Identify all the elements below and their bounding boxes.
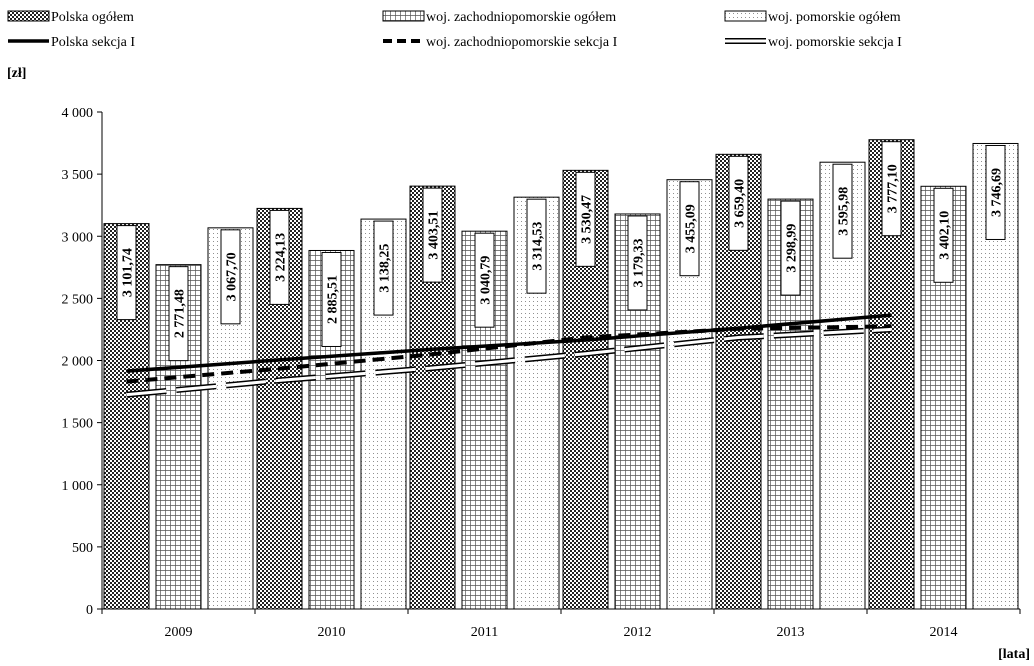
data-label: 2 885,51 [326, 275, 341, 324]
data-label: 2 771,48 [173, 289, 188, 338]
legend-label-bar-3: woj. pomorskie ogółem [768, 10, 901, 25]
value-labels-layer: 3 101,74 3 224,13 3 403,51 3 530,47 3 659,40… [116, 141, 1006, 362]
data-label-box [116, 225, 137, 321]
y-tick-label: 0 [86, 603, 93, 618]
data-label-box [933, 187, 954, 283]
bar-2012-series-2 [614, 213, 661, 610]
y-tick-label: 1 500 [62, 417, 94, 432]
data-label-box [679, 181, 700, 277]
legend-label-line-3: woj. pomorskie sekcja I [768, 35, 902, 50]
data-label: 3 298,99 [785, 224, 800, 273]
legend-label-bar-1: Polska ogółem [51, 10, 134, 25]
legend-label-line-1: Polska sekcja I [51, 35, 135, 50]
data-label: 3 595,98 [837, 187, 852, 236]
x-tick-label: 2012 [624, 625, 652, 640]
data-label-box [575, 171, 596, 267]
data-label-box [321, 251, 342, 347]
x-tick-label: 2011 [471, 625, 498, 640]
data-label-box [627, 215, 648, 311]
data-label: 3 403,51 [427, 211, 442, 260]
data-label-box [881, 141, 902, 237]
data-label: 3 402,10 [938, 211, 953, 260]
y-tick-label: 4 000 [62, 106, 94, 121]
y-tick-label: 1 000 [62, 479, 94, 494]
x-tick-label: 2014 [930, 625, 958, 640]
data-label: 3 138,25 [378, 244, 393, 293]
data-label-box [780, 200, 801, 296]
x-tick-label: 2010 [318, 625, 346, 640]
x-axis-unit-label: [lata] [998, 647, 1030, 662]
x-tick-label: 2013 [777, 625, 805, 640]
line-series-3-inner [126, 327, 892, 397]
data-label-box [422, 187, 443, 283]
data-label: 3 179,33 [632, 238, 647, 287]
x-tick-label: 2009 [165, 625, 193, 640]
data-label: 3 314,53 [531, 222, 546, 271]
data-label-box [220, 229, 241, 325]
data-label-box [168, 266, 189, 362]
lines-layer [126, 313, 892, 398]
bars-layer [103, 139, 1019, 610]
legend-swatch-bar-1 [7, 10, 50, 22]
data-label: 3 224,13 [274, 233, 289, 282]
legend-swatch-bar-3 [724, 10, 767, 22]
data-label: 3 746,69 [990, 168, 1005, 217]
y-tick-label: 500 [72, 541, 93, 556]
legend-label-line-2: woj. zachodniopomorskie sekcja I [426, 35, 618, 50]
data-label-box [832, 163, 853, 259]
y-tick-label: 3 000 [62, 230, 94, 245]
y-tick-label: 3 500 [62, 168, 94, 183]
data-label: 3 067,70 [225, 252, 240, 301]
data-label-box [269, 209, 290, 305]
legend-label-bar-2: woj. zachodniopomorskie ogółem [426, 10, 616, 25]
y-tick-label: 2 000 [62, 355, 94, 370]
data-label: 3 455,09 [684, 204, 699, 253]
data-label-box [985, 144, 1006, 240]
data-label: 3 777,10 [886, 164, 901, 213]
data-label-box [526, 198, 547, 294]
data-label-box [474, 232, 495, 328]
axes: 0 500 1 000 1 500 2 000 2 500 3 000 3 500 4 000 2… [62, 106, 1021, 640]
legend: Polska ogółem woj. zachodniopomorskie ogó… [7, 10, 902, 50]
y-tick-label: 2 500 [62, 292, 94, 307]
line-series-2 [126, 324, 892, 384]
legend-swatch-bar-2 [382, 10, 425, 22]
data-label-box [728, 155, 749, 251]
data-label: 3 040,79 [479, 256, 494, 305]
data-label-box [373, 220, 394, 316]
data-label: 3 659,40 [733, 179, 748, 228]
y-axis-unit-label: [zł] [7, 66, 26, 81]
data-label: 3 530,47 [580, 195, 595, 244]
data-label: 3 101,74 [121, 248, 136, 297]
